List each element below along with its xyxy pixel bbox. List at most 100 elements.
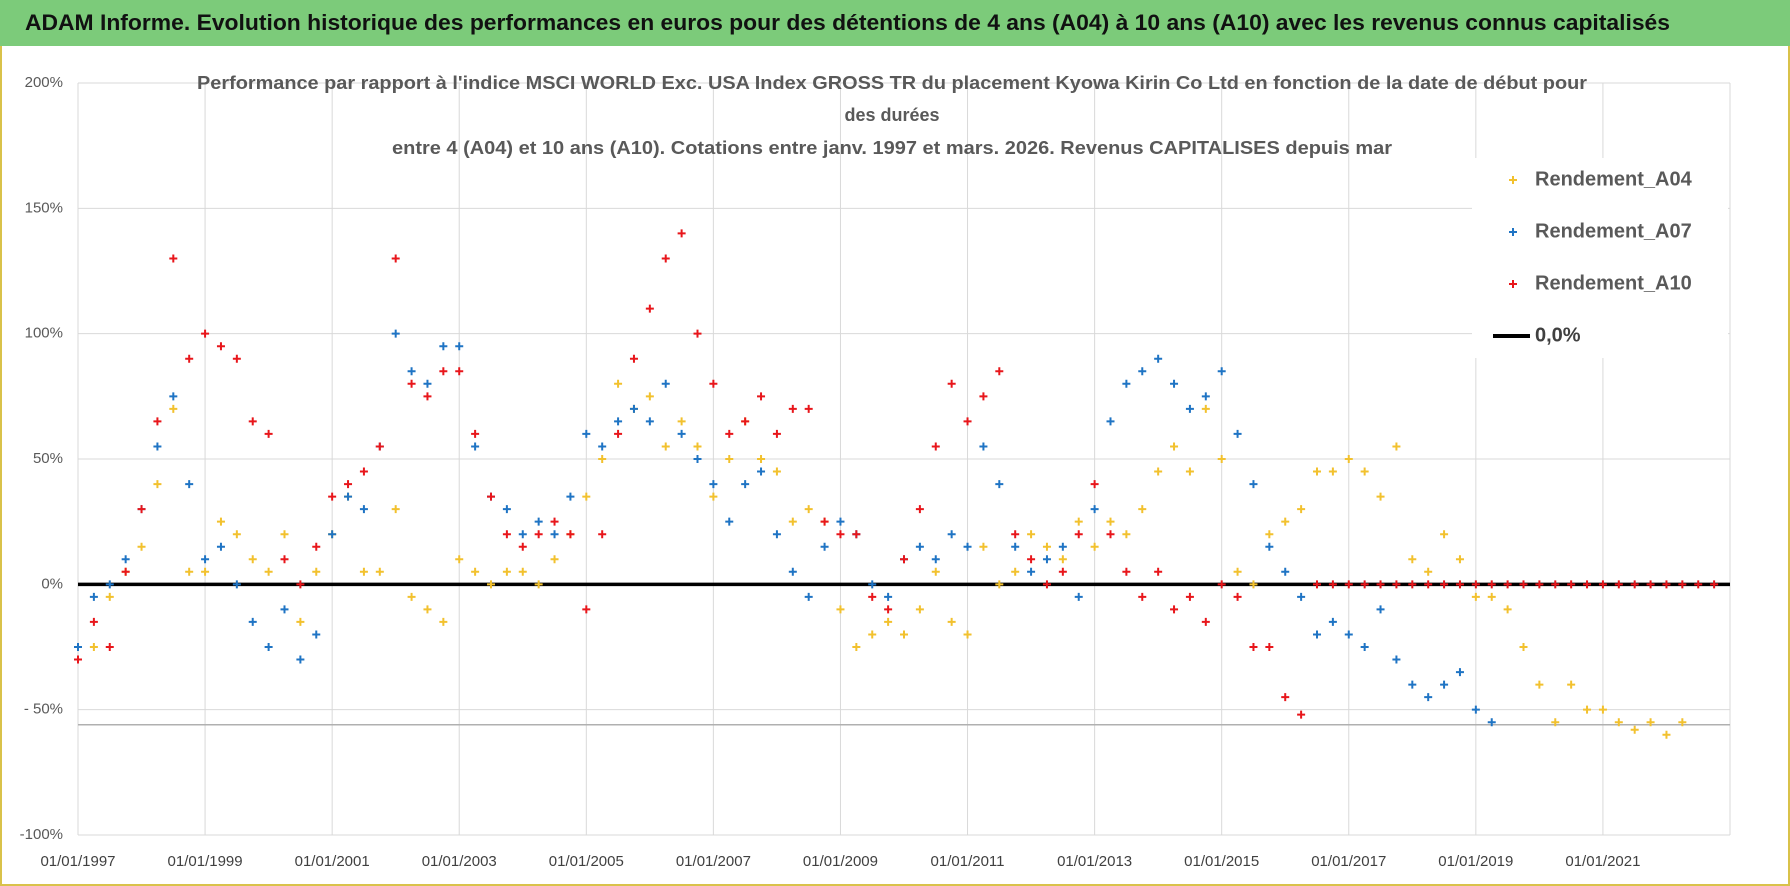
data-point	[534, 517, 543, 526]
data-point	[645, 304, 654, 313]
data-point	[1297, 710, 1306, 719]
data-point	[1535, 580, 1544, 589]
data-point	[804, 592, 813, 601]
data-point	[1265, 643, 1274, 651]
data-point	[375, 442, 384, 451]
data-point	[1360, 580, 1369, 589]
header-title: ADAM Informe. Evolution historique des p…	[25, 10, 1670, 35]
x-tick-label: 01/01/2015	[1184, 853, 1259, 870]
data-point	[963, 542, 972, 551]
chart-subtitle: Performance par rapport à l'indice MSCI …	[197, 73, 1587, 93]
chart-subtitle: entre 4 (A04) et 10 ans (A10). Cotations…	[392, 138, 1392, 158]
data-point	[1201, 392, 1210, 401]
data-point	[359, 467, 368, 476]
data-point	[1598, 580, 1607, 589]
data-point	[614, 417, 623, 426]
data-point	[1106, 417, 1115, 426]
data-point	[788, 567, 797, 576]
header-bar	[0, 0, 1790, 46]
legend-label: Rendement_A07	[1535, 220, 1692, 242]
data-point	[963, 630, 972, 639]
data-point	[1535, 680, 1544, 689]
x-tick-label: 01/01/1997	[40, 853, 115, 870]
x-tick-label: 01/01/2021	[1565, 853, 1640, 870]
data-point	[1392, 442, 1401, 451]
data-point	[931, 567, 940, 576]
data-point	[1662, 580, 1671, 589]
data-point	[1011, 542, 1020, 551]
data-point	[502, 505, 511, 514]
data-point	[1408, 580, 1417, 589]
data-point	[1313, 467, 1321, 476]
data-point	[471, 567, 480, 576]
data-point	[1058, 555, 1067, 564]
data-point	[534, 580, 543, 589]
data-point	[201, 329, 210, 338]
data-point	[1154, 567, 1163, 576]
x-tick-label: 01/01/2013	[1057, 853, 1132, 870]
data-point	[407, 379, 416, 388]
data-point	[1583, 580, 1592, 589]
data-point	[1217, 455, 1226, 463]
data-point	[995, 367, 1004, 376]
data-point	[1138, 367, 1147, 376]
data-point	[1376, 492, 1385, 501]
data-point	[1598, 705, 1607, 714]
data-point	[788, 404, 797, 413]
data-point	[820, 542, 829, 551]
data-point	[741, 417, 750, 426]
data-point	[264, 567, 273, 576]
data-point	[1233, 429, 1242, 438]
data-point	[280, 605, 289, 614]
data-point	[566, 530, 575, 539]
data-point	[725, 455, 734, 463]
data-point	[1297, 505, 1306, 514]
data-point	[804, 404, 813, 413]
data-point	[74, 643, 82, 651]
data-point	[1249, 643, 1258, 651]
data-point	[1424, 567, 1433, 576]
data-point	[979, 442, 988, 451]
data-point	[391, 254, 400, 263]
data-point	[1376, 580, 1385, 589]
data-point	[677, 429, 686, 438]
data-point	[661, 442, 670, 451]
data-point	[1471, 580, 1480, 589]
y-tick-label: 0%	[41, 575, 63, 592]
data-point	[1297, 592, 1306, 601]
data-point	[137, 505, 146, 514]
data-point	[232, 530, 241, 539]
data-point	[1408, 555, 1417, 564]
data-point	[1138, 505, 1147, 514]
data-point	[487, 580, 495, 589]
data-point	[1344, 455, 1353, 463]
data-point	[1710, 580, 1719, 589]
data-point	[391, 329, 400, 338]
data-point	[693, 329, 702, 338]
data-point	[1122, 567, 1131, 576]
data-point	[836, 605, 845, 614]
data-point	[185, 567, 194, 576]
data-point	[439, 617, 448, 626]
data-point	[312, 630, 321, 639]
data-point	[1328, 467, 1337, 476]
data-point	[1138, 592, 1147, 601]
data-point	[1265, 542, 1274, 551]
data-point	[550, 530, 559, 539]
data-point	[105, 643, 114, 651]
data-point	[645, 417, 654, 426]
x-tick-label: 01/01/2017	[1311, 853, 1386, 870]
data-point	[1487, 580, 1496, 589]
data-point	[709, 492, 718, 501]
data-point	[772, 467, 781, 476]
data-point	[1170, 605, 1179, 614]
data-point	[1201, 404, 1210, 413]
data-point	[1281, 517, 1290, 526]
data-point	[725, 517, 734, 526]
data-point	[439, 342, 448, 351]
data-point	[629, 404, 638, 413]
data-point	[296, 617, 305, 626]
data-point	[89, 617, 98, 626]
data-point	[757, 467, 766, 476]
x-tick-label: 01/01/2001	[295, 853, 370, 870]
